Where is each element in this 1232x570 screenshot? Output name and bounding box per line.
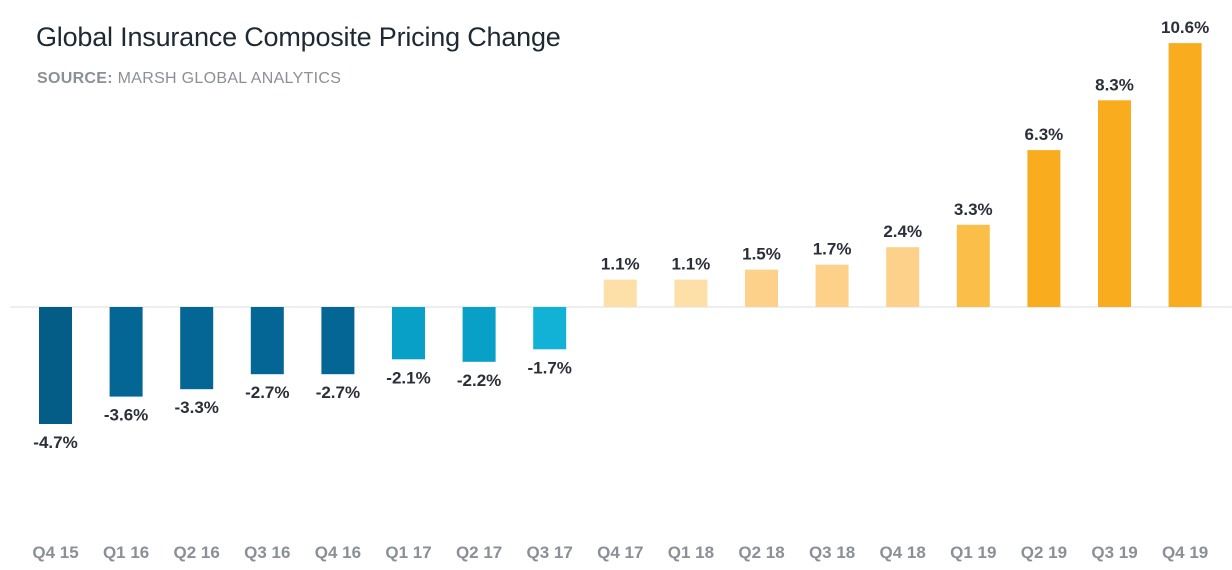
bar-q4-19 xyxy=(1168,43,1202,307)
bar-q4-17 xyxy=(603,279,637,307)
data-label: -3.6% xyxy=(104,406,148,425)
data-label: -2.1% xyxy=(386,368,430,387)
bar-q4-16 xyxy=(321,307,355,375)
x-tick-label: Q2 17 xyxy=(456,543,502,562)
bar-q2-16 xyxy=(180,307,214,390)
bar-q4-18 xyxy=(886,247,920,307)
x-tick-label: Q4 18 xyxy=(880,543,926,562)
bar-q1-16 xyxy=(109,307,143,397)
bar-q1-18 xyxy=(674,279,708,307)
bar-q3-16 xyxy=(250,307,284,375)
x-tick-label: Q4 15 xyxy=(32,543,78,562)
x-tick-label: Q3 18 xyxy=(809,543,855,562)
bar-q4-15 xyxy=(39,307,72,424)
bar-q2-18 xyxy=(745,269,778,307)
data-label: 8.3% xyxy=(1095,75,1134,94)
x-tick-label: Q3 16 xyxy=(244,543,290,562)
x-tick-label: Q3 19 xyxy=(1091,543,1137,562)
data-label: 6.3% xyxy=(1025,125,1064,144)
data-label: 2.4% xyxy=(883,222,922,241)
data-label: -1.7% xyxy=(527,358,571,377)
x-tick-label: Q4 16 xyxy=(315,543,361,562)
bar-q3-18 xyxy=(815,264,849,307)
data-label: -2.2% xyxy=(457,371,501,390)
x-tick-label: Q1 19 xyxy=(950,543,996,562)
bar-q3-17 xyxy=(533,307,567,350)
data-label: -3.3% xyxy=(174,398,218,417)
x-tick-label: Q2 19 xyxy=(1021,543,1067,562)
x-tick-label: Q4 19 xyxy=(1162,543,1208,562)
data-label: 3.3% xyxy=(954,200,993,219)
chart-title: Global Insurance Composite Pricing Chang… xyxy=(36,22,561,52)
x-tick-label: Q1 16 xyxy=(103,543,149,562)
x-tick-label: Q4 17 xyxy=(597,543,643,562)
x-tick-label: Q2 18 xyxy=(738,543,784,562)
data-label: -2.7% xyxy=(316,383,360,402)
data-label: 1.1% xyxy=(672,255,711,274)
x-tick-label: Q2 16 xyxy=(174,543,220,562)
data-label: 10.6% xyxy=(1161,18,1209,37)
data-label: 1.1% xyxy=(601,255,640,274)
bar-q2-17 xyxy=(462,307,496,362)
data-label: -4.7% xyxy=(33,433,77,452)
source-label: SOURCE: xyxy=(37,70,113,87)
data-label: 1.7% xyxy=(813,240,852,259)
chart-source: SOURCE: MARSH GLOBAL ANALYTICS xyxy=(37,70,341,88)
bar-q2-19 xyxy=(1027,150,1061,307)
bar-q3-19 xyxy=(1098,100,1131,307)
bar-q1-17 xyxy=(392,307,425,360)
bar-q1-19 xyxy=(956,224,990,307)
x-tick-label: Q3 17 xyxy=(527,543,573,562)
data-label: -2.7% xyxy=(245,383,289,402)
data-label: 1.5% xyxy=(742,245,781,264)
x-tick-label: Q1 18 xyxy=(668,543,714,562)
x-tick-label: Q1 17 xyxy=(385,543,431,562)
source-text: MARSH GLOBAL ANALYTICS xyxy=(112,70,342,87)
